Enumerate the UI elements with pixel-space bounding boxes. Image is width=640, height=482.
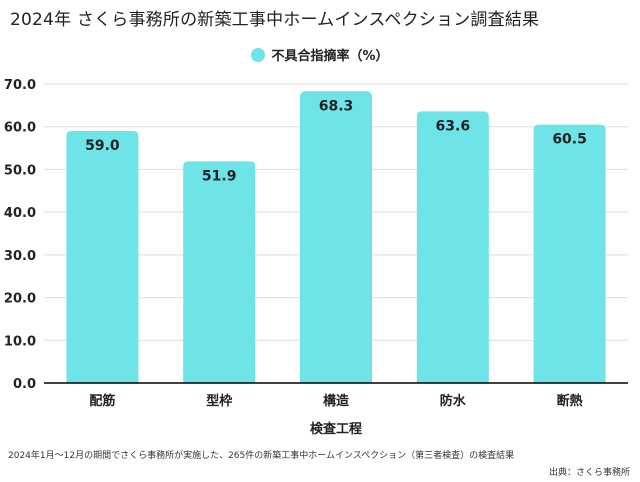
bar	[183, 161, 256, 383]
legend: 不具合指摘率（%）	[0, 45, 640, 64]
bar-value-label: 63.6	[436, 118, 471, 134]
x-tick-label: 配筋	[89, 393, 115, 409]
y-tick-label: 10.0	[4, 334, 36, 349]
bar	[300, 91, 372, 384]
legend-swatch	[251, 48, 266, 62]
y-tick-label: 20.0	[4, 292, 36, 307]
bar	[66, 130, 139, 383]
legend-label: 不具合指摘率（%）	[271, 49, 389, 64]
source-credit: 出典：さくら事務所	[548, 468, 630, 478]
x-tick-label: 構造	[323, 393, 350, 409]
y-tick-label: 60.0	[4, 121, 36, 136]
bar	[533, 124, 606, 383]
x-tick-label: 型枠	[206, 393, 232, 409]
x-axis-ticks: 配筋 型枠 構造 防水 断熱	[89, 393, 582, 409]
y-axis-ticks: 0.0 10.0 20.0 30.0 40.0 50.0 60.0 70.0	[4, 78, 36, 392]
x-tick-label: 防水	[440, 393, 467, 409]
bar	[416, 111, 489, 383]
y-tick-label: 0.0	[13, 377, 36, 392]
bar-value-label: 60.5	[552, 132, 587, 148]
x-tick-label: 断熱	[557, 393, 583, 409]
footnote: 2024年1月〜12月の期間でさくら事務所が実施した、265件の新築工事中ホーム…	[8, 451, 515, 461]
x-axis-title: 検査工程	[310, 421, 362, 437]
bar-value-label: 68.3	[319, 98, 354, 114]
y-tick-label: 50.0	[4, 163, 36, 178]
bars: 59.0 51.9 68.3 63.6 60.5	[66, 91, 606, 384]
chart-title: 2024年 さくら事務所の新築工事中ホームインスペクション調査結果	[10, 10, 540, 30]
y-tick-label: 30.0	[4, 249, 36, 264]
bar-value-label: 59.0	[85, 138, 120, 154]
y-tick-label: 40.0	[4, 206, 36, 221]
bar-value-label: 51.9	[202, 168, 237, 184]
y-tick-label: 70.0	[4, 78, 36, 93]
